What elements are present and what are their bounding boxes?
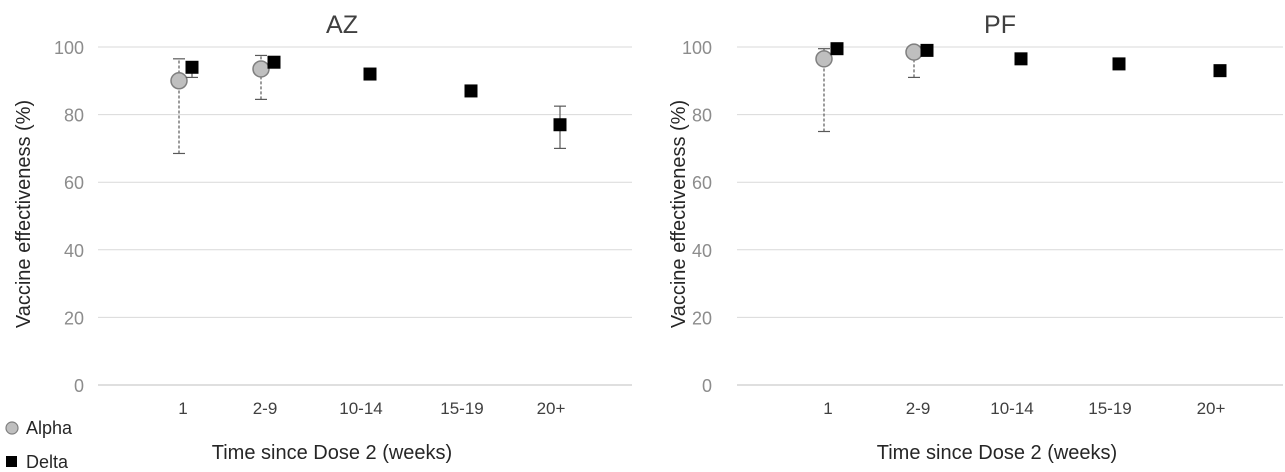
point-delta (464, 84, 478, 98)
legend-label-alpha: Alpha (26, 418, 73, 438)
x-tick-label: 15-19 (1088, 399, 1131, 418)
y-tick-label: 20 (64, 308, 84, 328)
chart-title-az: AZ (326, 11, 358, 39)
chart-pf: PF Vaccine effectiveness (%) Time since … (668, 11, 1283, 464)
point-delta (1014, 52, 1028, 66)
x-tick-label: 15-19 (440, 399, 483, 418)
point-delta (830, 42, 844, 56)
chart-az: AZ Vaccine effectiveness (%) Time since … (13, 11, 632, 464)
legend-marker-delta (6, 456, 17, 467)
y-tick-label: 100 (54, 38, 84, 58)
point-alpha (905, 43, 923, 61)
point-delta (1112, 57, 1126, 71)
y-axis-label-az: Vaccine effectiveness (%) (13, 100, 35, 328)
point-delta (1213, 64, 1227, 78)
y-tick-label: 0 (702, 376, 712, 396)
point-delta (267, 55, 281, 69)
point-delta (185, 60, 199, 74)
x-tick-label: 2-9 (253, 399, 278, 418)
legend-label-delta: Delta (26, 452, 69, 472)
x-tick-label: 20+ (537, 399, 566, 418)
point-alpha (252, 60, 270, 78)
point-delta (363, 67, 377, 81)
y-tick-label: 40 (692, 241, 712, 261)
x-tick-label: 2-9 (906, 399, 931, 418)
y-axis-label-pf: Vaccine effectiveness (%) (668, 100, 690, 328)
x-axis-label-pf: Time since Dose 2 (weeks) (877, 442, 1117, 464)
point-delta (553, 118, 567, 132)
y-tick-label: 80 (64, 106, 84, 126)
x-tick-label: 10-14 (339, 399, 382, 418)
x-tick-label: 1 (823, 399, 832, 418)
point-delta (920, 43, 934, 57)
y-tick-label: 100 (682, 38, 712, 58)
plot-area-az: 0 20 40 60 80 100 1 2-9 10-14 15-19 20+ (54, 38, 632, 418)
plot-area-pf: 0 20 40 60 80 100 1 2-9 10-14 15-19 20+ (682, 38, 1283, 418)
x-tick-label: 20+ (1197, 399, 1226, 418)
x-tick-label: 10-14 (990, 399, 1033, 418)
point-alpha (170, 72, 188, 90)
y-tick-label: 20 (692, 308, 712, 328)
y-tick-label: 0 (74, 376, 84, 396)
y-tick-label: 60 (64, 173, 84, 193)
y-tick-label: 40 (64, 241, 84, 261)
point-alpha (815, 50, 833, 68)
x-tick-label: 1 (178, 399, 187, 418)
x-axis-label-az: Time since Dose 2 (weeks) (212, 442, 452, 464)
legend: Alpha Delta (5, 418, 73, 472)
legend-marker-alpha (5, 421, 19, 435)
y-tick-label: 80 (692, 106, 712, 126)
y-tick-label: 60 (692, 173, 712, 193)
chart-title-pf: PF (984, 11, 1016, 39)
